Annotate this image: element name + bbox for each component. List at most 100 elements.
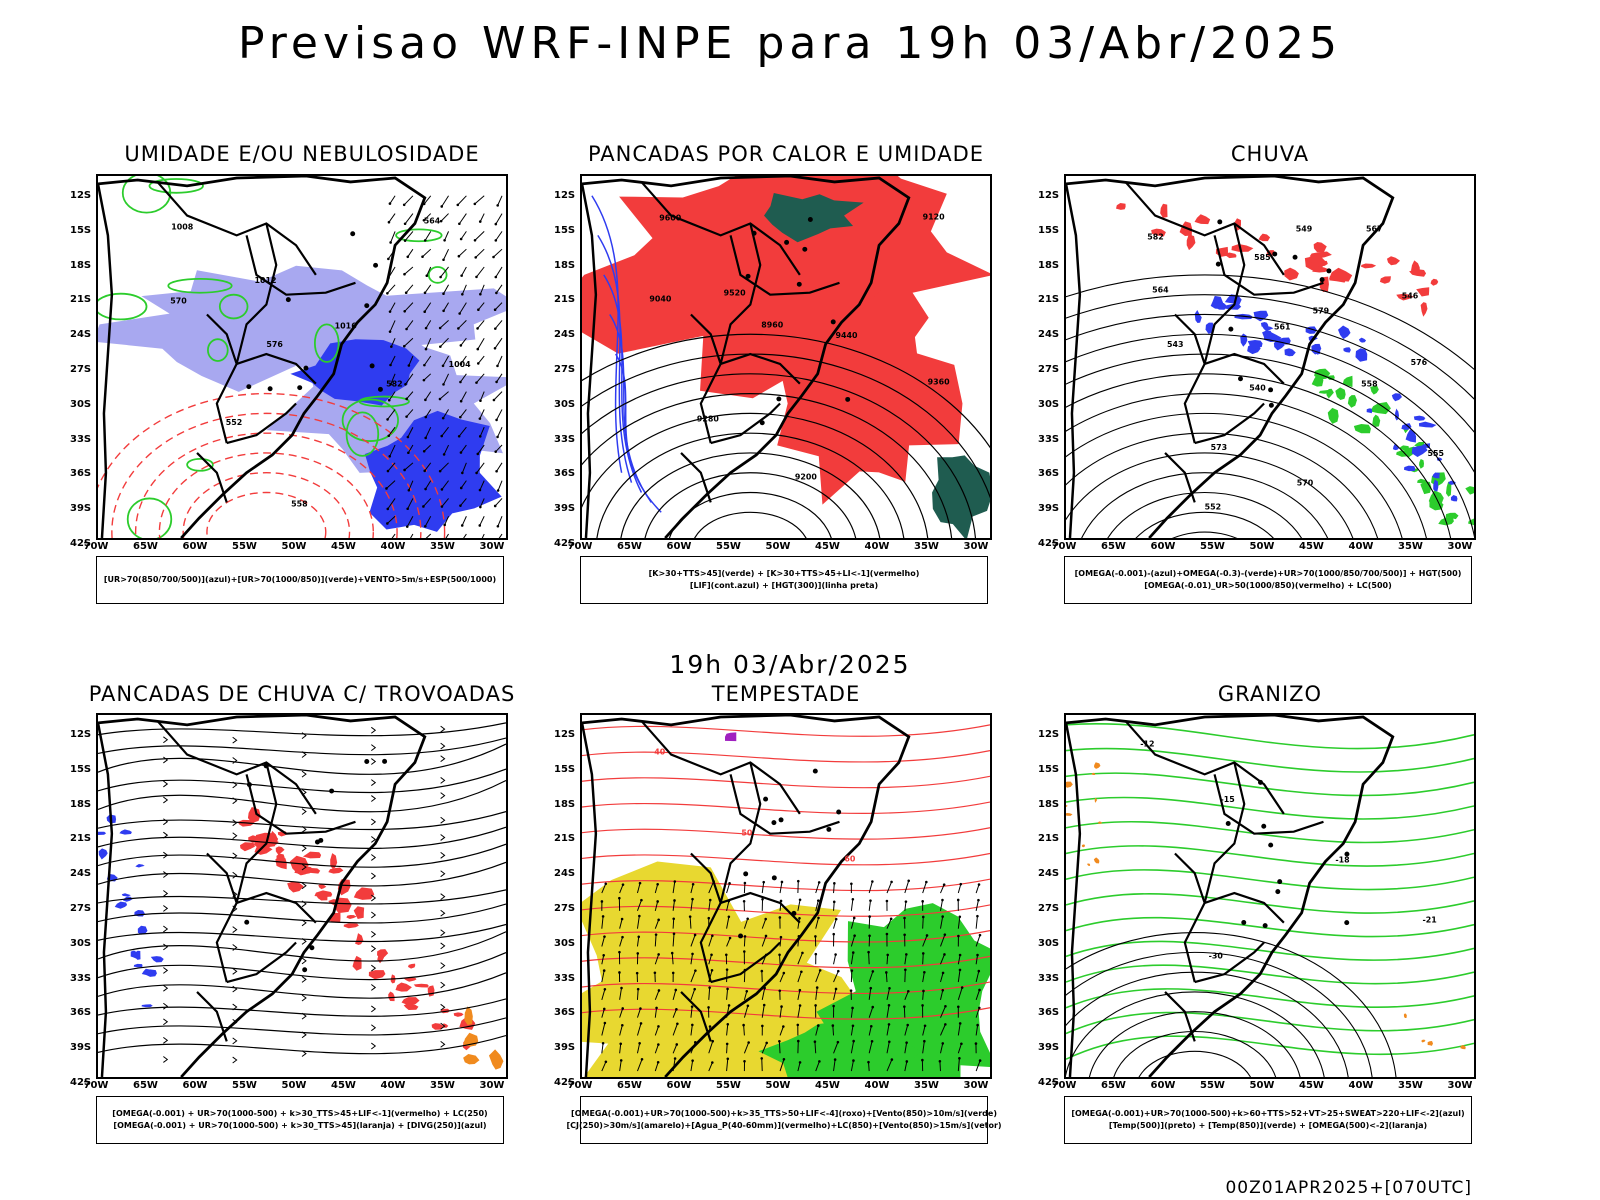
wind-arrow xyxy=(833,1059,836,1072)
wind-arrow xyxy=(672,933,675,947)
wind-arrow xyxy=(904,901,907,911)
wind-arrow xyxy=(495,231,503,241)
lon-tick-label: 60W xyxy=(182,1080,208,1091)
wind-arrow xyxy=(405,373,414,385)
wind-arrow xyxy=(601,1022,606,1036)
lon-tick-label: 35W xyxy=(1398,541,1423,552)
lat-tick-label: 12S xyxy=(554,190,576,201)
arrow-head xyxy=(493,308,497,312)
arrow-head xyxy=(423,363,426,367)
coastline xyxy=(582,715,911,1077)
lake-marker xyxy=(309,945,315,951)
arrow-head xyxy=(764,917,767,921)
legend-line: [UR>70(850/700/500)](azul)+[UR>70(1000/8… xyxy=(103,575,497,584)
wind-arrow xyxy=(636,1008,641,1018)
wind-arrow xyxy=(387,498,396,510)
flow-arrow xyxy=(301,732,307,739)
arrow-head xyxy=(813,1040,817,1043)
panel-title: PANCADAS POR CALOR E UMIDADE xyxy=(587,142,985,166)
wind-arrow xyxy=(886,881,893,894)
lake-marker xyxy=(364,759,370,764)
wind-arrow xyxy=(475,248,485,258)
arrow-head xyxy=(885,899,889,903)
wind-arrow xyxy=(886,1005,890,1018)
arrow-head xyxy=(938,1059,942,1063)
contour-label: 567 xyxy=(1366,224,1383,233)
wind-arrow xyxy=(494,498,503,507)
arrow-head xyxy=(657,918,660,922)
lon-tick-label: 45W xyxy=(815,541,840,552)
rain-green-patch xyxy=(1353,423,1371,434)
subtitle: 19h 03/Abr/2025 xyxy=(669,650,911,679)
isoline xyxy=(1066,393,1427,538)
lat-tick-label: 30S xyxy=(1038,398,1060,410)
isolines xyxy=(1066,932,1397,1077)
omega-orange-patch xyxy=(1066,813,1073,816)
lon-tick-label: 60W xyxy=(1150,1080,1176,1091)
arrow-head xyxy=(728,936,732,940)
arrow-head xyxy=(798,898,802,902)
lat-tick-label: 15S xyxy=(70,763,92,775)
arrow-head xyxy=(442,309,445,313)
wind-arrow xyxy=(443,373,450,385)
arrow-head xyxy=(403,310,406,313)
arrow-head xyxy=(387,220,391,224)
lat-tick-label: 21S xyxy=(554,294,576,306)
rain-red-patch xyxy=(1116,203,1126,210)
wind-arrow xyxy=(975,935,981,947)
wind-arrow xyxy=(868,1026,872,1036)
rain-red-patch xyxy=(1231,243,1254,252)
wind-arrow xyxy=(672,918,675,929)
andes-border xyxy=(582,183,598,538)
lake-marker xyxy=(845,396,851,402)
wind-arrow xyxy=(458,320,467,329)
green-temp-line xyxy=(1066,869,1474,891)
flow-arrow xyxy=(371,854,377,861)
arrow-head xyxy=(710,953,713,957)
thunder-red-patch xyxy=(328,912,341,923)
wind-arrow xyxy=(424,302,432,312)
lat-tick-label: 15S xyxy=(554,763,576,775)
wind-arrow xyxy=(654,1026,659,1036)
wind-arrow xyxy=(422,248,432,258)
arrow-head xyxy=(474,256,477,259)
omega-orange-patch xyxy=(1066,805,1068,807)
arrow-head xyxy=(407,451,410,455)
arrow-head xyxy=(761,897,764,901)
wind-arrow xyxy=(726,883,731,894)
wind-arrow xyxy=(940,990,944,1000)
lat-tick-label: 21S xyxy=(70,833,92,845)
divergence-blue-patch xyxy=(133,963,143,968)
streamline xyxy=(98,737,506,756)
wind-arrow xyxy=(391,533,396,538)
wind-arrow xyxy=(404,213,414,225)
wind-arrow xyxy=(405,284,414,294)
wind-arrow xyxy=(957,969,961,983)
isoline xyxy=(582,333,990,449)
arrow-head xyxy=(406,507,409,511)
arrow-head xyxy=(404,291,408,294)
green-contour xyxy=(207,338,229,362)
lon-tick-label: 65W xyxy=(617,1080,642,1091)
wind-arrow xyxy=(404,266,414,275)
map-canvas: -12 -15 -18 -21 -30 xyxy=(1066,715,1474,1077)
wind-arrow xyxy=(444,516,450,526)
wind-arrow xyxy=(797,952,803,965)
arrow-head xyxy=(638,914,641,918)
geography xyxy=(1066,715,1395,1077)
isoline xyxy=(1066,294,1474,400)
arrow-head xyxy=(385,487,388,490)
lat-tick-label: 36S xyxy=(554,1007,576,1019)
arrow-head xyxy=(422,505,425,508)
country-border xyxy=(1213,774,1324,835)
lake-marker xyxy=(1268,842,1274,848)
flow-arrow xyxy=(301,770,307,778)
arrow-head xyxy=(958,915,962,919)
lake-marker xyxy=(796,281,802,287)
arrow-head xyxy=(459,237,463,241)
wind-arrow xyxy=(708,881,715,894)
thunder-red-patch xyxy=(346,914,357,919)
wind-arrow xyxy=(868,952,870,965)
thunder-red-patch xyxy=(296,867,308,876)
thunder-red-patch xyxy=(275,846,285,855)
